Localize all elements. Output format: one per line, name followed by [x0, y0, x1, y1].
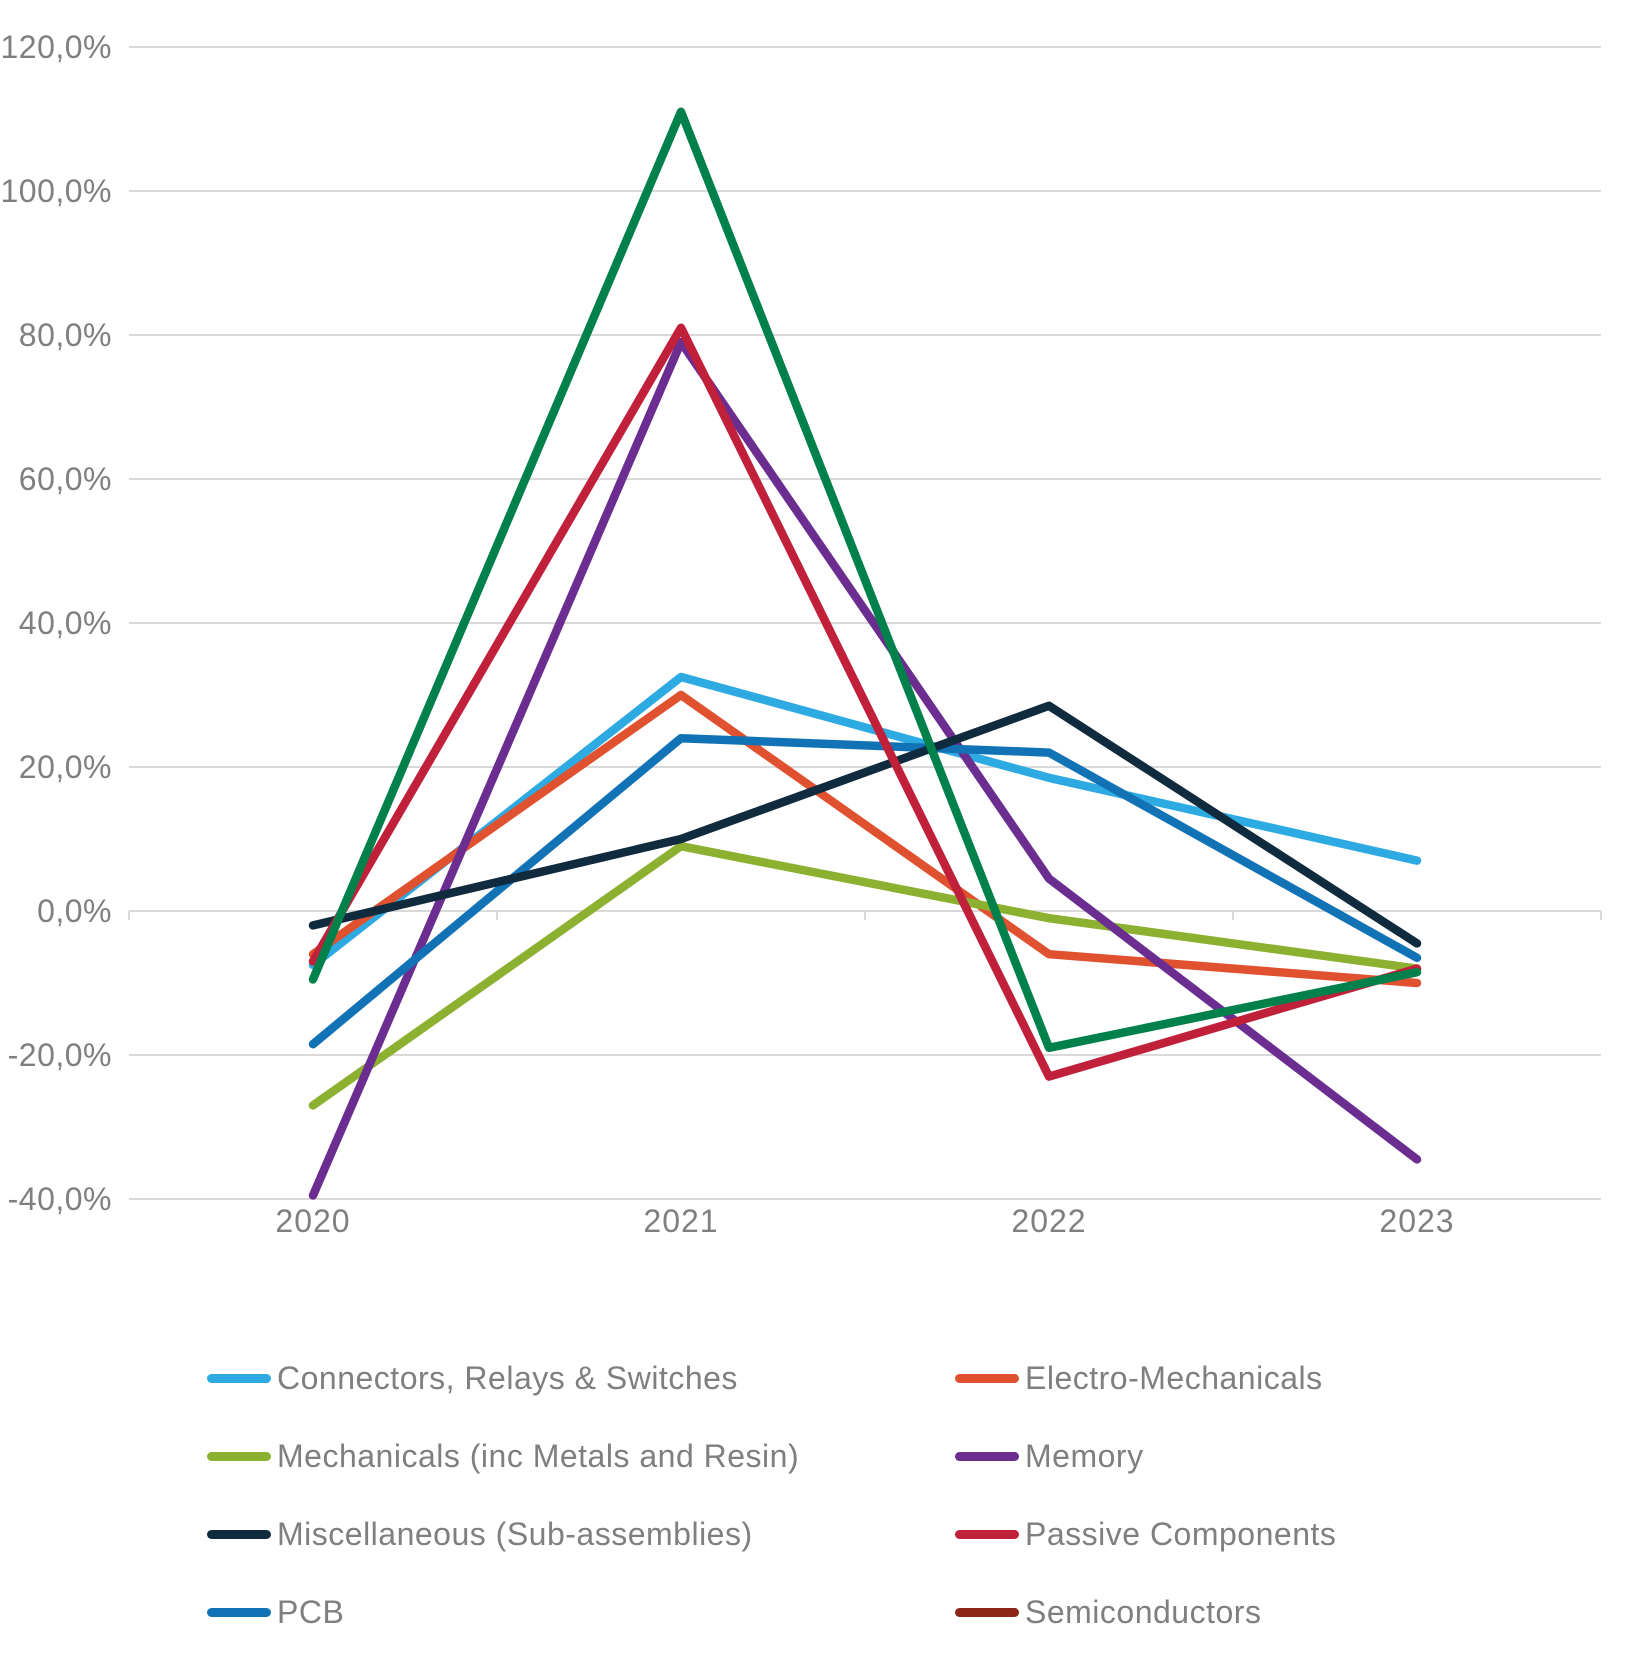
legend-label-pcb: PCB: [277, 1593, 345, 1630]
y-tick-label-20: 20,0%: [19, 749, 112, 785]
series-line-semiconductors: [308, 107, 1422, 1053]
x-tick-label-2020: 2020: [275, 1203, 350, 1239]
series-line-mechanicals-inc-metals-and-resin: [308, 841, 1422, 1110]
legend-item-semiconductors: Semiconductors: [955, 1573, 1336, 1651]
legend-item-miscellaneous-sub-assemblies: Miscellaneous (Sub-assemblies): [207, 1495, 799, 1573]
y-tick-label--40: -40,0%: [8, 1181, 112, 1217]
y-tick-label--20: -20,0%: [8, 1037, 112, 1073]
legend-swatch-connectors-relays-switches: [207, 1373, 271, 1383]
legend-swatch-mechanicals-inc-metals-and-resin: [207, 1451, 271, 1461]
legend-column-2: Electro-Mechanicals Memory Passive Compone…: [955, 1339, 1336, 1651]
series-line-passive-components: [308, 323, 1422, 1081]
legend-swatch-passive-components: [955, 1529, 1019, 1539]
x-tick-label-2021: 2021: [643, 1203, 718, 1239]
legend-item-pcb: PCB: [207, 1573, 799, 1651]
legend-label-semiconductors: Semiconductors: [1025, 1593, 1262, 1630]
y-tick-label-60: 60,0%: [19, 461, 112, 497]
legend-swatch-pcb: [207, 1607, 271, 1617]
legend-item-mechanicals-inc-metals-and-resin: Mechanicals (inc Metals and Resin): [207, 1417, 799, 1495]
legend-item-passive-components: Passive Components: [955, 1495, 1336, 1573]
legend-item-electro-mechanicals: Electro-Mechanicals: [955, 1339, 1336, 1417]
legend-swatch-miscellaneous-sub-assemblies: [207, 1529, 271, 1539]
legend-label-electro-mechanicals: Electro-Mechanicals: [1025, 1359, 1323, 1396]
legend-label-mechanicals-inc-metals-and-resin: Mechanicals (inc Metals and Resin): [277, 1437, 800, 1474]
y-tick-label-80: 80,0%: [19, 317, 112, 353]
y-tick-label-100: 100,0%: [0, 173, 112, 209]
series-line-miscellaneous-sub-assemblies: [308, 701, 1422, 948]
x-tick-label-2022: 2022: [1011, 1203, 1086, 1239]
y-tick-label-40: 40,0%: [19, 605, 112, 641]
legend-label-miscellaneous-sub-assemblies: Miscellaneous (Sub-assemblies): [277, 1515, 753, 1552]
chart-legend: Connectors, Relays & Switches Mechanicals…: [0, 1339, 1646, 1651]
y-tick-label-120: 120,0%: [0, 29, 112, 65]
legend-swatch-semiconductors: [955, 1607, 1019, 1617]
series-line-electro-mechanicals: [308, 690, 1422, 988]
legend-item-memory: Memory: [955, 1417, 1336, 1495]
legend-label-connectors-relays-switches: Connectors, Relays & Switches: [277, 1359, 738, 1396]
legend-column-1: Connectors, Relays & Switches Mechanicals…: [207, 1339, 799, 1651]
legend-item-connectors-relays-switches: Connectors, Relays & Switches: [207, 1339, 799, 1417]
legend-label-passive-components: Passive Components: [1025, 1515, 1337, 1552]
series-line-pcb: [308, 733, 1422, 1049]
legend-swatch-electro-mechanicals: [955, 1373, 1019, 1383]
x-tick-label-2023: 2023: [1379, 1203, 1454, 1239]
legend-swatch-memory: [955, 1451, 1019, 1461]
y-tick-label-0: 0,0%: [37, 893, 112, 929]
legend-label-memory: Memory: [1025, 1437, 1144, 1474]
